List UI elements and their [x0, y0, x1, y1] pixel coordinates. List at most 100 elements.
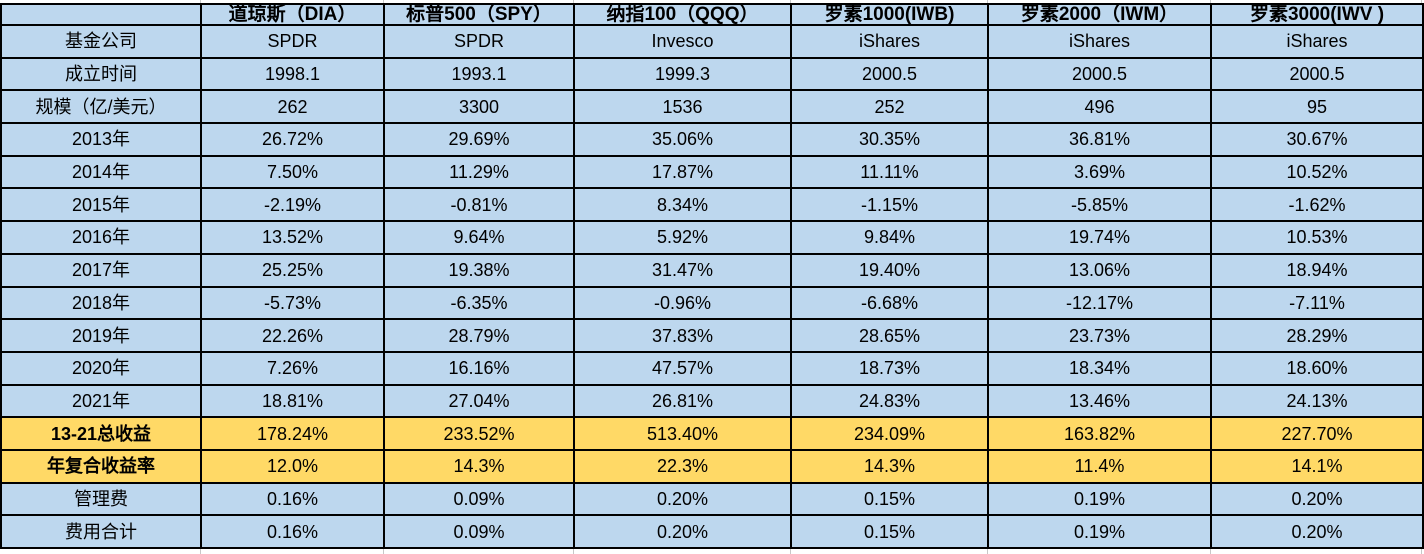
cell: -6.68%	[790, 285, 989, 321]
cell: 37.83%	[573, 318, 792, 353]
row-label: 2015年	[0, 187, 202, 223]
gridline-stub	[1421, 549, 1422, 554]
cell: 28.65%	[790, 318, 989, 353]
table-row: 基金公司 SPDR SPDR Invesco iShares iShares iShares	[0, 24, 1424, 59]
cell: 9.64%	[383, 220, 575, 255]
cell: 0.19%	[987, 481, 1212, 517]
table-row: 费用合计 0.16% 0.09% 0.20% 0.15% 0.19% 0.20%	[0, 514, 1424, 549]
cell: SPDR	[200, 24, 385, 59]
cell: 36.81%	[987, 122, 1212, 157]
table-row: 2019年 22.26% 28.79% 37.83% 28.65% 23.73% 28.29…	[0, 318, 1424, 353]
cell: -12.17%	[987, 285, 1212, 321]
cell: 18.60%	[1210, 350, 1424, 386]
cell: 0.20%	[1210, 514, 1424, 549]
gridline-stub	[790, 0, 791, 3]
row-label: 2013年	[0, 122, 202, 157]
etf-comparison-table: 道琼斯（DIA） 标普500（SPY） 纳指100（QQQ） 罗素1000(IWB) 罗…	[0, 3, 1424, 549]
cell: 26.81%	[573, 383, 792, 419]
cell: 0.15%	[790, 481, 989, 517]
cell: 252	[790, 89, 989, 125]
row-label: 2019年	[0, 318, 202, 353]
table-row: 2014年 7.50% 11.29% 17.87% 11.11% 3.69% 10.52%	[0, 154, 1424, 190]
row-label: 13-21总收益	[0, 416, 202, 451]
cell: 29.69%	[383, 122, 575, 157]
column-header: 罗素3000(IWV )	[1210, 3, 1424, 26]
cell: -6.35%	[383, 285, 575, 321]
cell: 24.83%	[790, 383, 989, 419]
cell: 95	[1210, 89, 1424, 125]
gridline-stub	[573, 549, 574, 554]
row-label: 成立时间	[0, 56, 202, 92]
cell: 22.26%	[200, 318, 385, 353]
gridline-stub	[1210, 549, 1211, 554]
column-header: 罗素1000(IWB)	[790, 3, 989, 26]
cell: 14.3%	[383, 448, 575, 484]
cell: 31.47%	[573, 252, 792, 288]
cell: 0.20%	[573, 514, 792, 549]
cell: 2000.5	[1210, 56, 1424, 92]
row-label: 规模（亿/美元）	[0, 89, 202, 125]
cell: -0.81%	[383, 187, 575, 223]
cell: 0.15%	[790, 514, 989, 549]
cell: 262	[200, 89, 385, 125]
cell: 7.50%	[200, 154, 385, 190]
cell: iShares	[790, 24, 989, 59]
cell: 18.81%	[200, 383, 385, 419]
cell: 17.87%	[573, 154, 792, 190]
corner-cell	[0, 3, 202, 26]
gridline-stub	[200, 549, 201, 554]
gridline-stub	[200, 0, 201, 3]
cell: 234.09%	[790, 416, 989, 451]
cell: 11.11%	[790, 154, 989, 190]
cell: 11.29%	[383, 154, 575, 190]
cell: 47.57%	[573, 350, 792, 386]
cell: 28.29%	[1210, 318, 1424, 353]
cell: 1536	[573, 89, 792, 125]
cell: 13.52%	[200, 220, 385, 255]
cell: 513.40%	[573, 416, 792, 451]
gridline-stub	[987, 0, 988, 3]
cell: 30.35%	[790, 122, 989, 157]
cell: 10.53%	[1210, 220, 1424, 255]
cell: 3300	[383, 89, 575, 125]
cell: -1.15%	[790, 187, 989, 223]
table-row: 2015年 -2.19% -0.81% 8.34% -1.15% -5.85% -1.62%	[0, 187, 1424, 223]
gridline-stub	[383, 549, 384, 554]
cell: 19.38%	[383, 252, 575, 288]
cell: 18.73%	[790, 350, 989, 386]
cell: 7.26%	[200, 350, 385, 386]
row-label: 年复合收益率	[0, 448, 202, 484]
cell: 227.70%	[1210, 416, 1424, 451]
row-label: 管理费	[0, 481, 202, 517]
table-header: 道琼斯（DIA） 标普500（SPY） 纳指100（QQQ） 罗素1000(IWB) 罗…	[0, 3, 1424, 26]
cell: -5.73%	[200, 285, 385, 321]
cell: 0.16%	[200, 514, 385, 549]
cell: 11.4%	[987, 448, 1212, 484]
gridline-stub	[573, 0, 574, 3]
cell: 14.3%	[790, 448, 989, 484]
table-row: 规模（亿/美元） 262 3300 1536 252 496 95	[0, 89, 1424, 125]
cell: 233.52%	[383, 416, 575, 451]
table-row: 2013年 26.72% 29.69% 35.06% 30.35% 36.81% 30.67…	[0, 122, 1424, 157]
cell: 27.04%	[383, 383, 575, 419]
cell: 13.46%	[987, 383, 1212, 419]
row-label: 费用合计	[0, 514, 202, 549]
cell: 25.25%	[200, 252, 385, 288]
cell: 19.40%	[790, 252, 989, 288]
table-row: 2017年 25.25% 19.38% 31.47% 19.40% 13.06% 18.94…	[0, 252, 1424, 288]
row-label: 基金公司	[0, 24, 202, 59]
cell: 13.06%	[987, 252, 1212, 288]
cell: 1998.1	[200, 56, 385, 92]
cell: 3.69%	[987, 154, 1212, 190]
cell: 22.3%	[573, 448, 792, 484]
table-row: 2018年 -5.73% -6.35% -0.96% -6.68% -12.17% -7.1…	[0, 285, 1424, 321]
cell: 14.1%	[1210, 448, 1424, 484]
cell: 1993.1	[383, 56, 575, 92]
cell: -2.19%	[200, 187, 385, 223]
cell: -5.85%	[987, 187, 1212, 223]
cell: 178.24%	[200, 416, 385, 451]
cell: 1999.3	[573, 56, 792, 92]
cell: 18.94%	[1210, 252, 1424, 288]
column-header: 纳指100（QQQ）	[573, 3, 792, 26]
